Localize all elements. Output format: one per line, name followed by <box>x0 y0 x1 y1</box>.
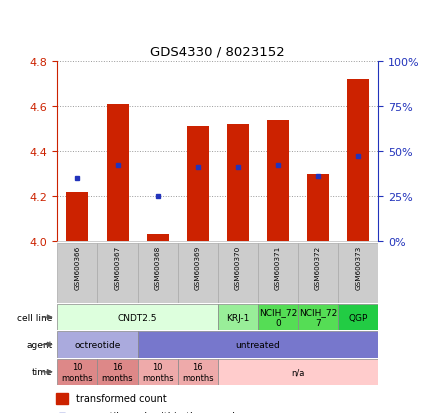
Bar <box>338 243 378 303</box>
Text: GSM600366: GSM600366 <box>74 246 80 290</box>
Text: GSM600372: GSM600372 <box>315 246 321 290</box>
Bar <box>347 80 369 242</box>
Text: percentile rank within the sample: percentile rank within the sample <box>76 411 241 413</box>
Bar <box>138 359 178 385</box>
Text: agent: agent <box>26 340 53 349</box>
Text: cell line: cell line <box>17 313 53 322</box>
Text: octreotide: octreotide <box>74 340 121 349</box>
Text: 10
months: 10 months <box>62 362 93 382</box>
Text: GSM600370: GSM600370 <box>235 246 241 290</box>
Text: untreated: untreated <box>235 340 280 349</box>
Bar <box>307 174 329 242</box>
Text: time: time <box>32 368 53 376</box>
Bar <box>298 304 338 330</box>
Bar <box>338 304 378 330</box>
Bar <box>57 392 68 404</box>
Bar <box>258 304 298 330</box>
Bar <box>57 359 97 385</box>
Bar <box>107 104 129 242</box>
Bar <box>218 359 378 385</box>
Bar <box>57 332 138 358</box>
Bar <box>66 192 88 242</box>
Bar <box>218 304 258 330</box>
Bar <box>178 359 218 385</box>
Bar <box>138 243 178 303</box>
Bar <box>97 359 138 385</box>
Text: GSM600369: GSM600369 <box>195 246 201 290</box>
Text: GSM600367: GSM600367 <box>115 246 121 290</box>
Text: 10
months: 10 months <box>142 362 173 382</box>
Text: GSM600368: GSM600368 <box>155 246 161 290</box>
Bar <box>97 243 138 303</box>
Bar <box>187 127 209 242</box>
Bar <box>218 243 258 303</box>
Bar <box>227 125 249 242</box>
Text: 16
months: 16 months <box>182 362 214 382</box>
Text: transformed count: transformed count <box>76 393 167 403</box>
Text: NCIH_72
7: NCIH_72 7 <box>299 308 337 327</box>
Text: n/a: n/a <box>292 368 305 376</box>
Text: 16
months: 16 months <box>102 362 133 382</box>
Bar <box>57 243 97 303</box>
Text: GSM600371: GSM600371 <box>275 246 281 290</box>
Text: NCIH_72
0: NCIH_72 0 <box>259 308 297 327</box>
Bar <box>267 120 289 242</box>
Title: GDS4330 / 8023152: GDS4330 / 8023152 <box>150 45 285 58</box>
Bar <box>147 235 169 242</box>
Text: KRJ-1: KRJ-1 <box>226 313 249 322</box>
Bar <box>178 243 218 303</box>
Text: CNDT2.5: CNDT2.5 <box>118 313 157 322</box>
Bar <box>258 243 298 303</box>
Bar <box>57 304 218 330</box>
Text: GSM600373: GSM600373 <box>355 246 361 290</box>
Text: QGP: QGP <box>348 313 368 322</box>
Bar <box>298 243 338 303</box>
Bar <box>138 332 378 358</box>
